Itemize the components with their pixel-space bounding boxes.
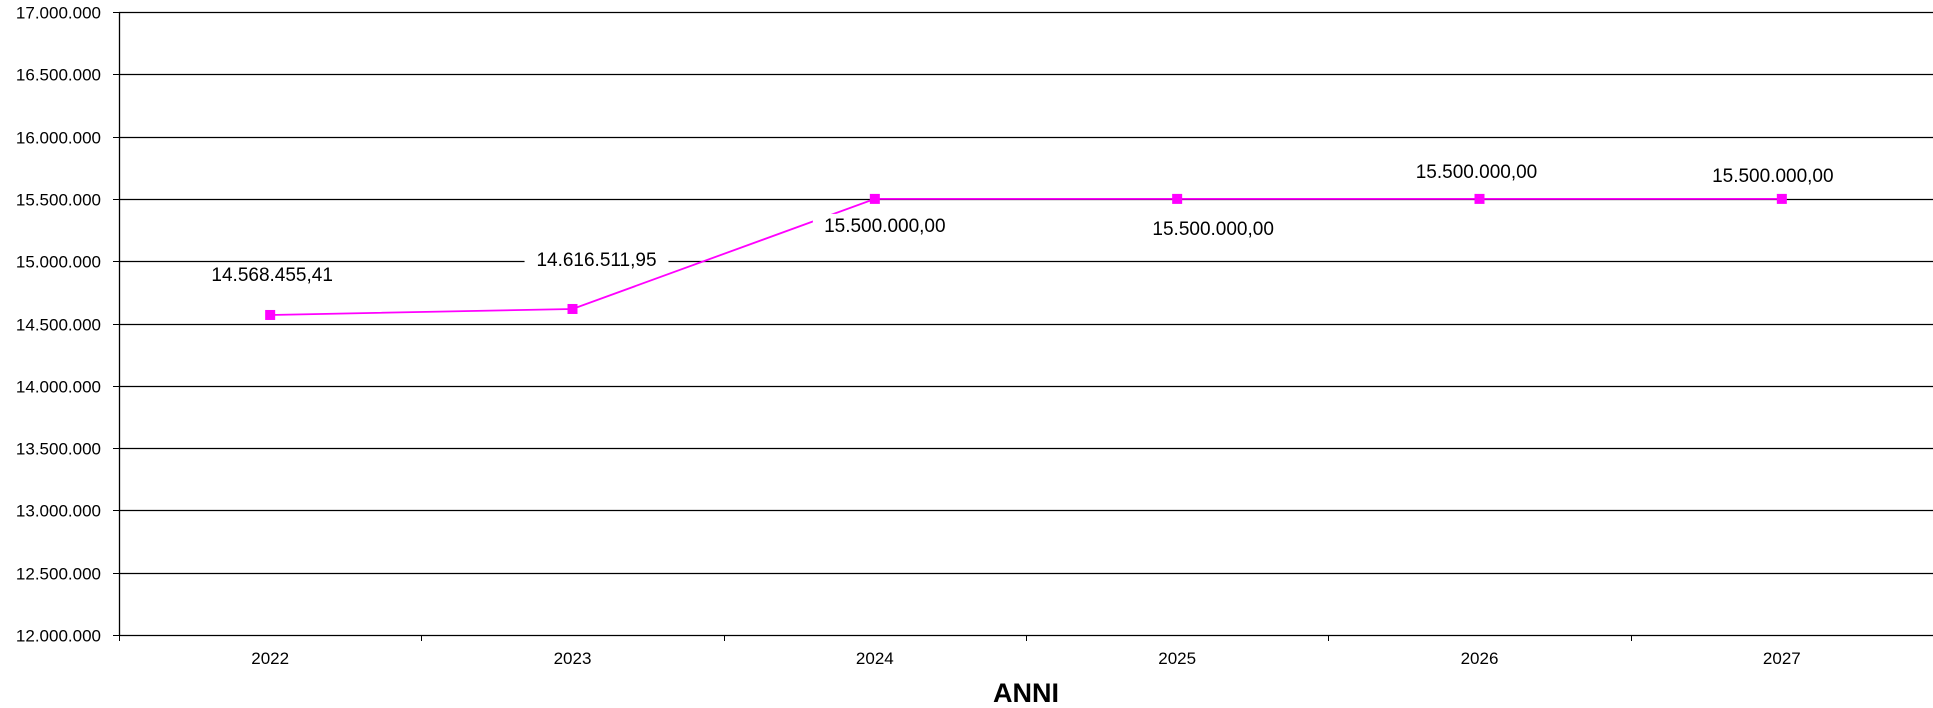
data-labels: 14.568.455,41 14.616.511,95 15.500.000,00 1… [200,159,1845,288]
data-label: 15.500.000,00 [824,216,946,237]
x-axis-title: ANNI [993,678,1059,708]
data-label-bg [1700,163,1845,189]
data-label: 15.500.000,00 [1416,162,1538,183]
data-point [1776,193,1787,204]
axes: 12.000.000 12.500.000 13.000.000 13.500.000… [16,4,1801,669]
y-tick-label: 15.500.000 [16,191,101,210]
x-tick-label: 2022 [251,649,289,668]
y-tick-label: 16.500.000 [16,66,101,85]
series [265,193,1787,320]
data-point [265,309,276,320]
data-point [1474,193,1485,204]
y-tick-label: 14.500.000 [16,316,101,335]
data-label-bg [812,213,957,239]
series-line [270,197,1782,316]
data-label: 14.568.455,41 [211,265,333,286]
y-tick-label: 15.000.000 [16,253,101,272]
x-tick-label: 2025 [1158,649,1196,668]
data-label-bg [1404,159,1549,185]
data-point [869,193,880,204]
data-label: 15.500.000,00 [1712,166,1834,187]
x-tick-label: 2026 [1461,649,1499,668]
y-tick-label: 16.000.000 [16,129,101,148]
data-label: 14.616.511,95 [536,250,656,271]
data-label-bg [200,262,345,288]
y-tick-label: 17.000.000 [16,4,101,23]
data-point [1172,193,1183,204]
x-tick-label: 2024 [856,649,894,668]
y-tick-label: 12.500.000 [16,565,101,584]
data-point [567,303,578,314]
y-tick-label: 14.000.000 [16,378,101,397]
gridlines [119,11,1933,637]
y-tick-label: 13.500.000 [16,440,101,459]
data-label-bg [524,247,669,273]
data-label: 15.500.000,00 [1152,219,1274,240]
y-tick-label: 12.000.000 [16,627,101,646]
y-tick-label: 13.000.000 [16,502,101,521]
x-tick-label: 2027 [1763,649,1801,668]
data-label-bg [1141,216,1286,242]
x-tick-label: 2023 [554,649,592,668]
